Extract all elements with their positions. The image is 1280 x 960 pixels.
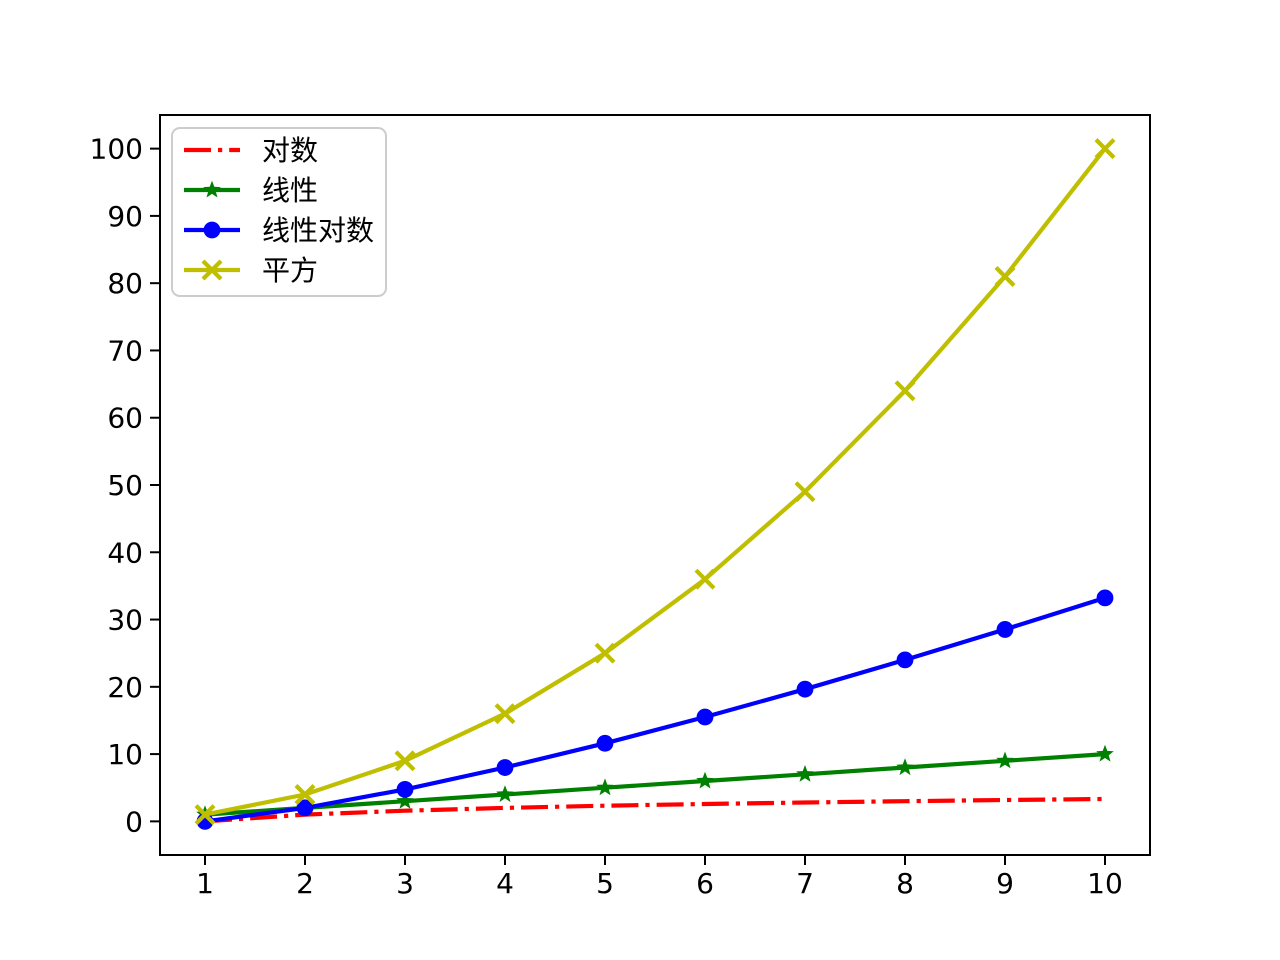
series-markers-linear-log xyxy=(196,589,1114,830)
marker-star xyxy=(696,771,714,789)
series-line-linear xyxy=(204,752,1106,817)
marker-star xyxy=(496,785,514,802)
x-tick-label: 5 xyxy=(596,867,614,900)
x-tick-label: 7 xyxy=(796,867,814,900)
marker-x xyxy=(194,804,216,826)
legend-entry-log: 对数 xyxy=(184,134,318,167)
legend-entry-linear: 线性 xyxy=(184,174,318,207)
legend-label-linear-log: 线性对数 xyxy=(262,214,374,247)
marker-circle xyxy=(296,799,314,817)
x-tick-label: 9 xyxy=(996,867,1014,900)
legend-label-square: 平方 xyxy=(262,254,318,287)
marker-x xyxy=(694,568,716,590)
y-tick-label: 40 xyxy=(107,536,143,569)
marker-star xyxy=(896,758,914,776)
y-tick-label: 70 xyxy=(107,334,143,367)
legend-label-linear: 线性 xyxy=(262,174,318,207)
marker-x xyxy=(1094,138,1116,160)
x-tick-label: 2 xyxy=(296,867,314,900)
marker-circle xyxy=(596,734,614,752)
marker-star xyxy=(796,765,814,782)
marker-x xyxy=(894,380,916,402)
y-tick-label: 0 xyxy=(125,805,143,838)
x-tick-label: 4 xyxy=(496,867,514,900)
y-tick-label: 20 xyxy=(107,671,143,704)
marker-circle xyxy=(796,680,814,698)
x-tick-label: 1 xyxy=(196,867,214,900)
legend-marker-x xyxy=(201,259,223,281)
series-line-linear-log xyxy=(204,595,1106,824)
series-markers-square xyxy=(194,138,1116,826)
y-tick-label: 100 xyxy=(90,133,143,166)
marker-circle xyxy=(696,708,714,726)
legend-marker-circle xyxy=(203,221,221,239)
y-tick-label: 60 xyxy=(107,402,143,435)
y-tick-label: 10 xyxy=(107,738,143,771)
marker-x xyxy=(594,642,616,664)
legend-marker-star xyxy=(203,180,221,198)
marker-circle xyxy=(996,621,1014,638)
y-tick-label: 30 xyxy=(107,604,143,637)
marker-x xyxy=(994,266,1016,287)
marker-circle xyxy=(396,780,414,798)
marker-x xyxy=(794,481,816,503)
series-line-square xyxy=(204,147,1107,817)
legend-label-log: 对数 xyxy=(262,134,318,167)
x-tick-label: 8 xyxy=(896,867,914,900)
legend-entry-linear-log: 线性对数 xyxy=(184,214,374,247)
marker-star xyxy=(996,751,1014,769)
marker-star xyxy=(596,778,614,796)
y-tick-label: 80 xyxy=(107,267,143,300)
y-tick-label: 50 xyxy=(107,469,143,502)
marker-x xyxy=(394,750,416,772)
marker-star xyxy=(1096,744,1114,762)
marker-x xyxy=(494,703,516,725)
legend-box xyxy=(171,127,387,297)
x-tick-label: 3 xyxy=(396,867,414,900)
marker-x xyxy=(294,784,316,805)
x-tick-label: 10 xyxy=(1087,867,1123,900)
y-tick-label: 90 xyxy=(107,200,143,233)
marker-circle xyxy=(496,759,514,776)
marker-circle xyxy=(1096,589,1114,607)
marker-circle xyxy=(896,651,914,669)
x-tick-label: 6 xyxy=(696,867,714,900)
marker-star xyxy=(396,791,414,809)
legend-entry-square: 平方 xyxy=(184,254,318,287)
series-line-log xyxy=(204,796,1106,824)
